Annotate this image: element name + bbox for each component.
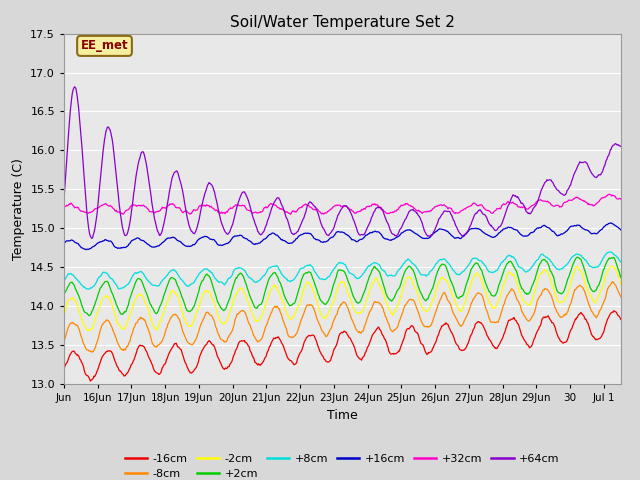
Y-axis label: Temperature (C): Temperature (C) (12, 158, 25, 260)
X-axis label: Time: Time (327, 408, 358, 421)
Text: EE_met: EE_met (81, 39, 129, 52)
Title: Soil/Water Temperature Set 2: Soil/Water Temperature Set 2 (230, 15, 455, 30)
Legend: -16cm, -8cm, -2cm, +2cm, +8cm, +16cm, +32cm, +64cm: -16cm, -8cm, -2cm, +2cm, +8cm, +16cm, +3… (121, 449, 564, 480)
